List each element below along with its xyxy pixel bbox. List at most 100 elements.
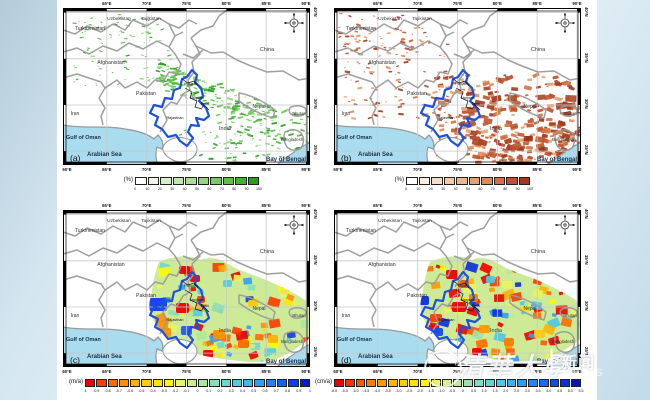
water-label: Bay of Bengal [266, 359, 306, 365]
colorbar-tick-label: -0.9 [93, 388, 100, 393]
colorbar-segment [220, 379, 231, 387]
colorbar-segment [334, 379, 344, 387]
colorbar-segment [366, 379, 377, 387]
water-label: Gulf of Oman [66, 135, 101, 141]
colorbar-segment [185, 177, 197, 185]
country-label: Bhutan [563, 313, 577, 318]
lon-tick-label: 75°E [181, 1, 192, 6]
lon-tick-label: 80°E [492, 203, 502, 208]
lon-tick-label: 70°E [142, 1, 152, 6]
colorbar-tick-label: 80 [232, 186, 237, 191]
country-label: Tajikistan [412, 218, 432, 224]
lon-tick-label: 70°E [142, 203, 152, 208]
lon-tick-label: 65°E [373, 1, 383, 6]
colorbar-segment [288, 379, 299, 387]
lon-tick-label: 85°E [532, 203, 542, 208]
lat-tick-label: 35°N [313, 254, 318, 265]
colorbar-tick-label: 10 [145, 186, 150, 191]
lat-tick-label: 30°N [584, 99, 589, 109]
colorbar-tick-label: -2.5 [406, 388, 413, 393]
colorbar-segment [493, 177, 505, 185]
country-label: Bhutan [292, 313, 306, 318]
lon-tick-label: 65°E [373, 369, 383, 374]
colorbar-segment [222, 177, 234, 185]
water-label: Gulf of Oman [66, 337, 101, 343]
lon-tick-label: 85°E [261, 167, 271, 172]
colorbar-segment [452, 379, 463, 387]
lat-tick-label: 40°N [584, 208, 589, 219]
colorbar-tick-label: 40 [182, 186, 187, 191]
country-label: Afghanistan [97, 262, 125, 268]
colorbar-segment [463, 379, 474, 387]
colorbar-tick-label: 60 [478, 186, 483, 191]
lat-tick-label: 30°N [313, 301, 318, 311]
country-label: Nepal [252, 104, 265, 110]
colorbar-tick-label: -3.0 [395, 388, 402, 393]
country-label: China [260, 249, 275, 255]
colorbar-tick-label: -0.6 [126, 388, 134, 393]
lon-tick-label: 75°E [452, 203, 463, 208]
lon-tick-label: 90°E [572, 1, 582, 6]
lat-axis-c: 40°N 35°N 30°N 25°N [312, 209, 320, 367]
colorbar-tick-label: 0 [405, 186, 407, 191]
country-label: India [219, 328, 232, 334]
lat-axis-a: 40°N 35°N 30°N 25°N [312, 7, 320, 165]
colorbar-segment [160, 177, 172, 185]
colorbar-segment [398, 379, 409, 387]
country-label: Tajikistan [141, 16, 161, 22]
lon-tick-label: 90°E [301, 167, 311, 172]
state-label: Haryana [190, 298, 204, 302]
lon-tick-label: 85°E [532, 1, 542, 6]
lat-tick-label: 25°N [313, 145, 318, 155]
colorbar-segment [431, 379, 441, 387]
state-label: Delhi [472, 304, 480, 308]
lon-tick-label: 65°E [102, 167, 112, 172]
country-label: Uzbekistan [378, 218, 402, 224]
colorbar-c: (m/a) -1 -0.9 -0.8 -0.7 -0.6 -0.5 -0.4 -0.3 -0.2-… [63, 379, 311, 395]
state-label: Haryana [461, 96, 475, 100]
water-label: Bay of Bengal [266, 157, 306, 163]
colorbar-segment [197, 177, 209, 185]
colorbar-tick-label: 60 [207, 186, 212, 191]
lon-tick-label: 85°E [261, 369, 271, 374]
colorbar-a: (%) 0 10 20 30 40 50 60 70 80 90 100 [63, 177, 310, 193]
colorbar-tick-label: 1 [309, 388, 311, 393]
colorbar-tick-label: 0 [196, 388, 199, 393]
colorbar-tick-label: 0.4 [240, 388, 245, 393]
lon-tick-label: 70°E [142, 167, 152, 172]
colorbar-tick-label: 0.7 [273, 388, 279, 393]
colorbar-segment [265, 379, 277, 387]
lon-tick-label: 80°E [221, 167, 231, 172]
colorbar-tick-label: 1.0 [481, 388, 487, 393]
lon-tick-label: 90°E [572, 203, 582, 208]
colorbar-segment [85, 379, 96, 387]
colorbar-tick-label: 40 [453, 186, 458, 191]
water-label: Bay of Bengal [537, 359, 577, 365]
country-label: Tajikistan [141, 218, 161, 224]
colorbar-segment [456, 177, 468, 185]
colorbar-tick-label: 30 [441, 186, 446, 191]
colorbar-segment [209, 379, 220, 387]
panel-letter: (b) [341, 153, 352, 163]
country-label: Uzbekistan [107, 218, 131, 224]
country-label: Nepal [523, 104, 536, 110]
colorbar-tick-label: 90 [515, 186, 520, 191]
water-label: Arabian Sea [358, 152, 393, 158]
colorbar-segment [506, 177, 518, 185]
lon-tick-label: 90°E [572, 167, 582, 172]
colorbar-tick-label: 0 [134, 186, 136, 191]
lon-tick-label: 75°E [452, 167, 463, 172]
country-label: Bhutan [563, 111, 577, 116]
country-label: Pakistan [136, 293, 156, 299]
lon-tick-label: 60°E [62, 167, 72, 172]
colorbar-segment [418, 177, 430, 185]
state-label: Delhi [201, 102, 209, 106]
lon-tick-label: 60°E [333, 369, 343, 374]
country-label: Iran [71, 313, 80, 319]
colorbar-tick-label: -3.5 [384, 388, 391, 393]
colorbar-tick-label: 0.2 [217, 388, 223, 393]
colorbar-tick-label: 50 [195, 186, 199, 191]
country-label: Bangladesh [281, 339, 304, 344]
country-label: Nepal [523, 306, 536, 312]
